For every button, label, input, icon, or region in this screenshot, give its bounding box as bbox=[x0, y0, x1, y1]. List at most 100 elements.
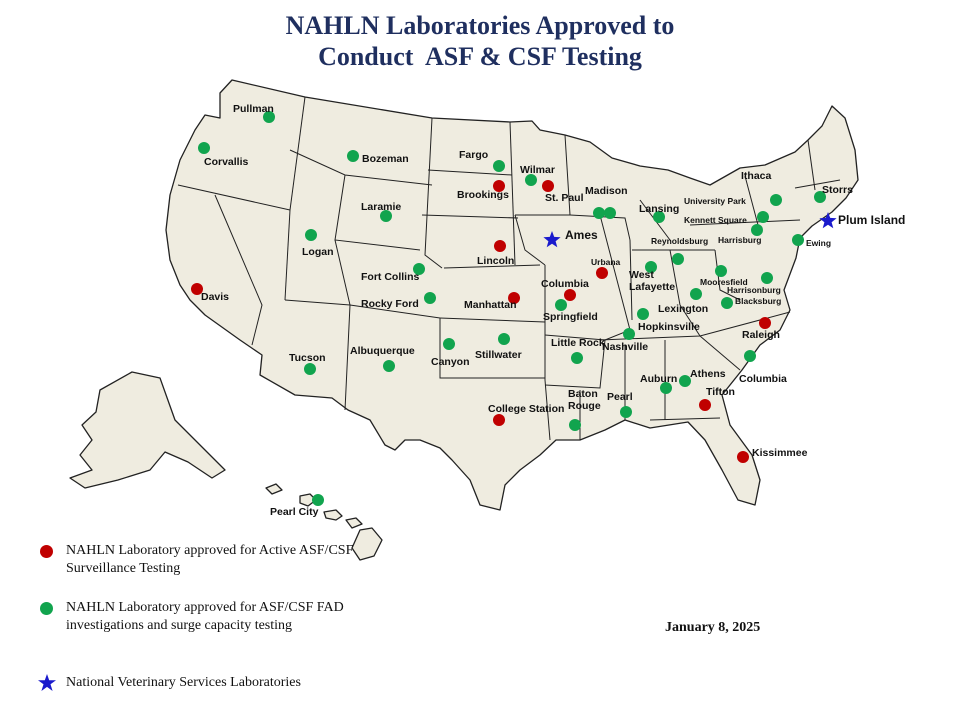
lab-label-auburn: Auburn bbox=[640, 373, 677, 385]
lab-label-ewing: Ewing bbox=[806, 238, 831, 248]
lab-marker-storrs bbox=[814, 191, 826, 203]
lab-marker-urbana bbox=[596, 267, 608, 279]
lab-label-plum-island: Plum Island bbox=[838, 213, 905, 227]
lab-label-tucson: Tucson bbox=[289, 352, 326, 364]
lab-marker-blacksburg bbox=[721, 297, 733, 309]
lab-label-west-lafayette: West Lafayette bbox=[629, 269, 675, 293]
lab-label-baton-rouge: Baton Rouge bbox=[568, 388, 601, 412]
lab-marker-harrisonburg bbox=[761, 272, 773, 284]
lab-label-urbana: Urbana bbox=[591, 257, 621, 267]
alaska-outline bbox=[69, 371, 226, 489]
lab-label-manhattan: Manhattan bbox=[464, 299, 517, 311]
lab-label-rocky-ford: Rocky Ford bbox=[361, 298, 419, 310]
lab-label-athens: Athens bbox=[690, 368, 726, 380]
lab-label-albuquerque: Albuquerque bbox=[350, 345, 415, 357]
lab-marker-little-rock bbox=[571, 352, 583, 364]
lab-label-pearl-city: Pearl City bbox=[270, 506, 319, 518]
lab-label-bozeman: Bozeman bbox=[362, 153, 409, 165]
lab-markers bbox=[191, 111, 837, 506]
lab-marker-mooresfield bbox=[715, 265, 727, 277]
lab-marker-lansing bbox=[653, 211, 665, 223]
lab-label-lexington: Lexington bbox=[658, 303, 708, 315]
lab-marker-hopkinsville bbox=[637, 308, 649, 320]
lab-label-mooresfield: Mooresfield bbox=[700, 277, 748, 287]
lab-marker-pearl-city bbox=[312, 494, 324, 506]
lab-marker-albuquerque bbox=[383, 360, 395, 372]
lab-marker-fort-collins bbox=[413, 263, 425, 275]
lab-label-davis: Davis bbox=[201, 291, 229, 303]
lab-label-lansing: Lansing bbox=[639, 203, 679, 215]
lab-label-harrisburg: Harrisburg bbox=[718, 235, 761, 245]
legend-fad-marker bbox=[40, 602, 53, 615]
lab-marker-raleigh bbox=[759, 317, 771, 329]
hawaii-island-3 bbox=[323, 509, 343, 521]
hawaii-island-2 bbox=[299, 493, 317, 507]
map-title: NAHLN Laboratories Approved to Conduct A… bbox=[0, 10, 960, 72]
hawaii-island-1 bbox=[265, 483, 283, 495]
date-label: January 8, 2025 bbox=[665, 620, 761, 635]
lab-marker-lexington bbox=[690, 288, 702, 300]
lab-marker-manhattan bbox=[508, 292, 520, 304]
lab-marker-davis bbox=[191, 283, 203, 295]
lab-label-corvallis: Corvallis bbox=[204, 156, 249, 168]
lab-marker-tucson bbox=[304, 363, 316, 375]
lab-marker-baton-rouge bbox=[569, 419, 581, 431]
lab-marker-tifton bbox=[699, 399, 711, 411]
lab-marker-ithaca bbox=[770, 194, 782, 206]
lab-marker-harrisburg bbox=[751, 224, 763, 236]
lab-label-fort-collins: Fort Collins bbox=[361, 271, 419, 283]
lab-marker-laramie bbox=[380, 210, 392, 222]
lab-label-nashville: Nashville bbox=[602, 341, 648, 353]
lab-label-ithaca: Ithaca bbox=[741, 170, 772, 182]
hawaii-island-4 bbox=[345, 517, 363, 529]
lab-marker-fargo bbox=[493, 160, 505, 172]
state-borders bbox=[177, 96, 841, 441]
lab-label-stillwater: Stillwater bbox=[475, 349, 522, 361]
lab-marker-logan bbox=[305, 229, 317, 241]
lab-label-logan: Logan bbox=[302, 246, 334, 258]
lab-label-storrs: Storrs bbox=[822, 184, 853, 196]
lab-marker-kennett-square bbox=[757, 211, 769, 223]
lab-marker-st-paul bbox=[542, 180, 554, 192]
lab-label-columbia: Columbia bbox=[541, 278, 589, 290]
title-line-2: Conduct ASF & CSF Testing bbox=[318, 42, 642, 71]
lab-label-little-rock: Little Rock bbox=[551, 337, 605, 349]
lab-marker-columbia bbox=[744, 350, 756, 362]
lab-marker-reynoldsburg bbox=[672, 253, 684, 265]
legend-fad-text: NAHLN Laboratory approved for ASF/CSF FA… bbox=[66, 600, 344, 633]
title-line-1: NAHLN Laboratories Approved to bbox=[285, 11, 675, 40]
lab-label-lincoln: Lincoln bbox=[477, 255, 514, 267]
lab-marker-canyon bbox=[443, 338, 455, 350]
lab-marker-bozeman bbox=[347, 150, 359, 162]
lab-label-university-park: University Park bbox=[684, 196, 746, 206]
lab-marker-stillwater bbox=[498, 333, 510, 345]
lab-marker-kissimmee bbox=[737, 451, 749, 463]
lab-marker-corvallis bbox=[198, 142, 210, 154]
lab-label-reynoldsburg: Reynoldsburg bbox=[651, 236, 708, 246]
lab-marker-west-lafayette bbox=[645, 261, 657, 273]
lab-label-madison: Madison bbox=[585, 185, 628, 197]
lab-label-kennett-square: Kennett Square bbox=[684, 215, 747, 225]
lab-label-columbia: Columbia bbox=[739, 373, 787, 385]
legend-active-text: NAHLN Laboratory approved for Active ASF… bbox=[66, 543, 354, 576]
lab-label-tifton: Tifton bbox=[706, 386, 735, 398]
lab-marker-columbia bbox=[564, 289, 576, 301]
lab-marker-brookings bbox=[493, 180, 505, 192]
lab-marker-athens bbox=[679, 375, 691, 387]
lab-label-blacksburg: Blacksburg bbox=[735, 296, 781, 306]
lab-marker-pullman bbox=[263, 111, 275, 123]
lab-label-pearl: Pearl bbox=[607, 391, 633, 403]
nvsl-star-plum-island bbox=[819, 212, 837, 229]
lab-label-kissimmee: Kissimmee bbox=[752, 447, 808, 459]
hawaii-island-5 bbox=[351, 527, 383, 561]
lab-label-hopkinsville: Hopkinsville bbox=[638, 321, 700, 333]
lab-marker-springfield bbox=[555, 299, 567, 311]
legend-nvsl-star-icon bbox=[38, 674, 56, 691]
lab-marker-auburn bbox=[660, 382, 672, 394]
lab-marker-ewing bbox=[792, 234, 804, 246]
lab-label-pullman: Pullman bbox=[233, 103, 274, 115]
lab-marker-madison bbox=[593, 207, 605, 219]
lab-marker-rocky-ford bbox=[424, 292, 436, 304]
lab-marker-university-park bbox=[604, 207, 616, 219]
